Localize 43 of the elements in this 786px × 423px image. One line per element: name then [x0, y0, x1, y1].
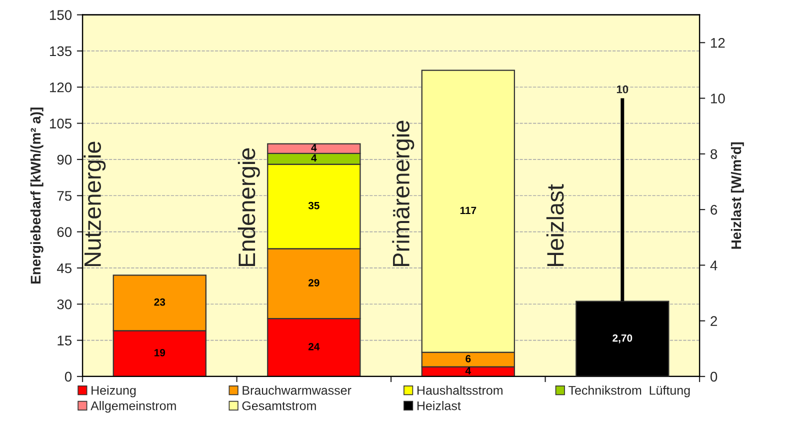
x-tick-label: Primärenergie — [392, 120, 414, 266]
x-tick-label: Endenergie — [238, 148, 260, 266]
data-label: 2,70 — [612, 334, 632, 344]
legend-label: Heizlast — [417, 401, 461, 410]
data-label: 4 — [311, 154, 317, 162]
data-label: 23 — [154, 298, 166, 306]
y-tick-label: 150 — [50, 10, 72, 20]
y-tick-label: 45 — [56, 263, 72, 274]
y2-tick-label: 2 — [710, 316, 717, 326]
y-tick-label: 105 — [50, 118, 72, 128]
data-label: 117 — [460, 206, 476, 214]
annotation: 10 — [616, 85, 628, 94]
x-tick-label: Nutzenergie — [84, 142, 106, 266]
y-tick-label: 60 — [57, 227, 72, 237]
y2-tick-label: 10 — [711, 94, 725, 104]
y-tick-label: 75 — [57, 191, 72, 201]
data-label: 4 — [311, 144, 317, 152]
legend-label: Gesamtstrom — [242, 401, 316, 410]
legend-label: Technikstrom Lüftung — [568, 386, 690, 398]
legend-label: Heizung — [92, 386, 136, 398]
y-tick-label: 30 — [57, 299, 72, 310]
y2-tick-label: 6 — [710, 204, 718, 215]
data-label: 35 — [308, 202, 320, 210]
y2-tick-label: 8 — [710, 149, 718, 160]
legend-label: Allgemeinstrom — [90, 401, 176, 413]
data-label: 24 — [308, 342, 320, 350]
legend-label: Haushaltsstrom — [417, 386, 502, 395]
data-label: 19 — [154, 348, 166, 356]
y2-tick-label: 4 — [710, 260, 718, 270]
data-label: 6 — [466, 355, 471, 362]
y2-axis-title: Heizlast [W/m²d] — [730, 142, 744, 249]
y-tick-label: 15 — [58, 336, 72, 346]
y2-tick-label: 12 — [711, 38, 725, 48]
y2-tick-label: 0 — [710, 372, 718, 382]
y-tick-label: 135 — [50, 46, 72, 56]
y-tick-label: 0 — [64, 372, 72, 382]
legend-label: Brauchwarmwasser — [242, 386, 352, 395]
data-label: 29 — [308, 279, 320, 286]
x-tick-label: Heizlast — [546, 184, 564, 266]
y-axis-title: Energiebedarf [kWh/(m² a)] — [30, 108, 44, 284]
y-tick-label: 120 — [50, 82, 72, 92]
y-tick-label: 90 — [57, 154, 72, 165]
data-label: 4 — [465, 367, 471, 374]
